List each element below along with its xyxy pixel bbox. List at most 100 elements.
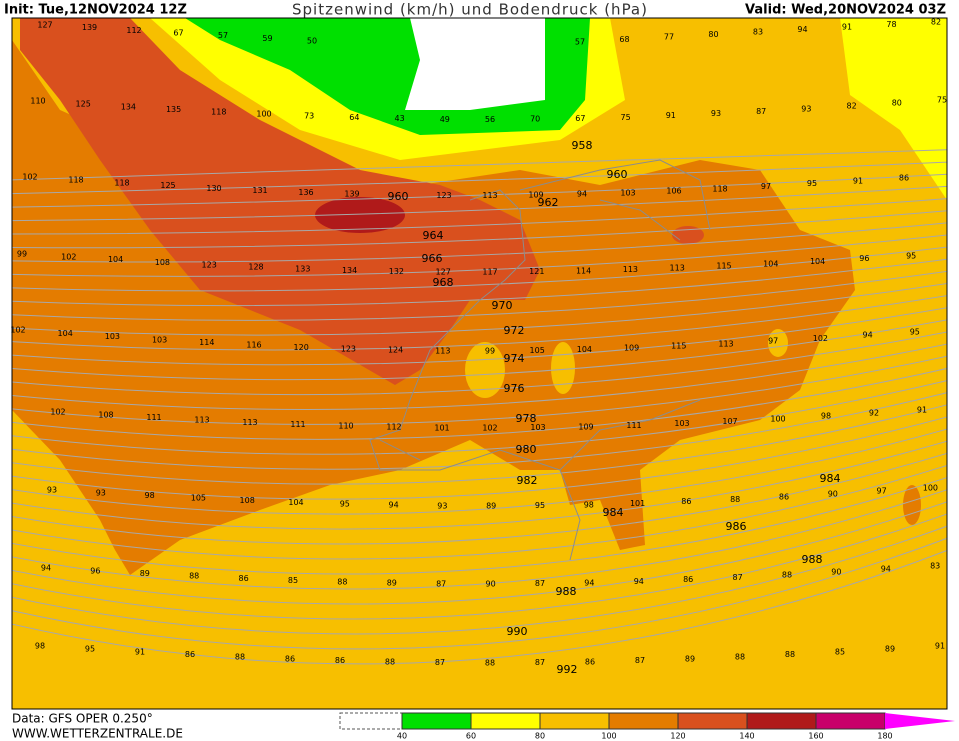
pressure-label: 980 [516, 443, 537, 456]
wind-label: 131 [252, 186, 267, 195]
pressure-label: 972 [504, 324, 525, 337]
wind-label: 92 [869, 409, 879, 418]
isobar [12, 416, 947, 500]
wind-label: 127 [436, 267, 451, 276]
pressure-label: 958 [572, 139, 593, 152]
wind-label: 95 [807, 179, 817, 188]
isobar [12, 173, 947, 208]
wind-label: 88 [785, 650, 795, 659]
isobar [12, 452, 947, 545]
wind-label: 100 [923, 484, 938, 493]
wind-label: 107 [722, 417, 737, 426]
wind-label: 86 [681, 497, 691, 506]
wind-label: 94 [577, 190, 587, 199]
wind-label: 103 [152, 335, 167, 344]
isobar [12, 198, 947, 235]
wind-label: 113 [482, 191, 497, 200]
wind-label: 100 [256, 110, 271, 119]
legend-tick: 60 [466, 732, 476, 741]
wind-label: 80 [892, 99, 902, 108]
wind-label: 86 [185, 650, 195, 659]
wind-label: 98 [145, 491, 155, 500]
legend-swatch [815, 712, 886, 730]
wind-label: 83 [753, 28, 763, 37]
wind-label: 123 [436, 191, 451, 200]
wind-label: 94 [584, 578, 594, 587]
pressure-label: 984 [820, 472, 841, 485]
legend-swatch [401, 712, 472, 730]
wind-label: 87 [635, 656, 645, 665]
wind-label: 111 [146, 413, 161, 422]
isobar [12, 185, 947, 222]
wind-label: 89 [685, 655, 695, 664]
wind-label: 118 [712, 184, 727, 193]
legend-swatch [746, 712, 817, 730]
pressure-label: 982 [517, 474, 538, 487]
map-frame [11, 17, 948, 710]
wind-label: 102 [482, 424, 497, 433]
pressure-label: 984 [603, 506, 624, 519]
legend-swatch [539, 712, 610, 730]
pressure-label: 978 [516, 412, 537, 425]
wind-label: 80 [708, 30, 718, 39]
wind-label: 109 [624, 344, 639, 353]
wind-area [840, 18, 947, 200]
wind-area [405, 18, 545, 110]
pressure-label: 988 [556, 585, 577, 598]
isobar [12, 440, 947, 530]
wind-label: 134 [342, 266, 357, 275]
wind-label: 105 [530, 346, 545, 355]
wind-label: 110 [30, 97, 45, 106]
wind-label: 127 [37, 21, 52, 30]
legend-tick: 180 [877, 732, 892, 741]
wind-label: 86 [683, 575, 693, 584]
wind-label: 93 [711, 109, 721, 118]
wind-label: 87 [436, 579, 446, 588]
wind-label: 57 [218, 31, 228, 40]
wind-label: 125 [76, 99, 91, 108]
wind-label: 105 [191, 494, 206, 503]
wind-label: 102 [10, 326, 25, 335]
wind-label: 134 [121, 102, 136, 111]
wind-label: 90 [828, 490, 838, 499]
wind-label: 73 [304, 112, 314, 121]
wind-label: 91 [935, 642, 945, 651]
isobar [12, 282, 947, 336]
wind-label: 88 [730, 495, 740, 504]
wind-label: 82 [847, 101, 857, 110]
coastline [369, 159, 711, 561]
wind-label: 89 [387, 579, 397, 588]
pressure-label: 960 [388, 190, 409, 203]
wind-label: 103 [530, 423, 545, 432]
isobar [12, 380, 947, 455]
wind-label: 91 [666, 111, 676, 120]
wind-label: 90 [486, 580, 496, 589]
wind-label: 117 [482, 267, 497, 276]
wind-label: 95 [85, 644, 95, 653]
wind-area [903, 485, 921, 525]
legend-tick: 140 [739, 732, 754, 741]
wind-label: 111 [626, 421, 641, 430]
wind-label: 77 [664, 33, 674, 42]
isobar [12, 549, 947, 665]
pressure-label: 974 [504, 352, 525, 365]
wind-label: 99 [485, 346, 495, 355]
wind-area [315, 197, 405, 233]
wind-label: 87 [733, 573, 743, 582]
wind-label: 133 [295, 264, 310, 273]
wind-label: 91 [917, 406, 927, 415]
wind-label: 102 [50, 408, 65, 417]
wind-label: 91 [853, 176, 863, 185]
wind-label: 87 [535, 579, 545, 588]
isobar [12, 246, 947, 292]
isobar [12, 343, 947, 410]
wind-label: 113 [670, 263, 685, 272]
wind-label: 102 [22, 173, 37, 182]
wind-label: 93 [437, 501, 447, 510]
wind-label: 116 [246, 341, 261, 350]
wind-label: 113 [623, 265, 638, 274]
isobar [12, 464, 947, 560]
wind-label: 43 [395, 114, 405, 123]
map-title: Spitzenwind (km/h) und Bodendruck (hPa) [292, 1, 648, 19]
wind-label: 130 [206, 184, 221, 193]
